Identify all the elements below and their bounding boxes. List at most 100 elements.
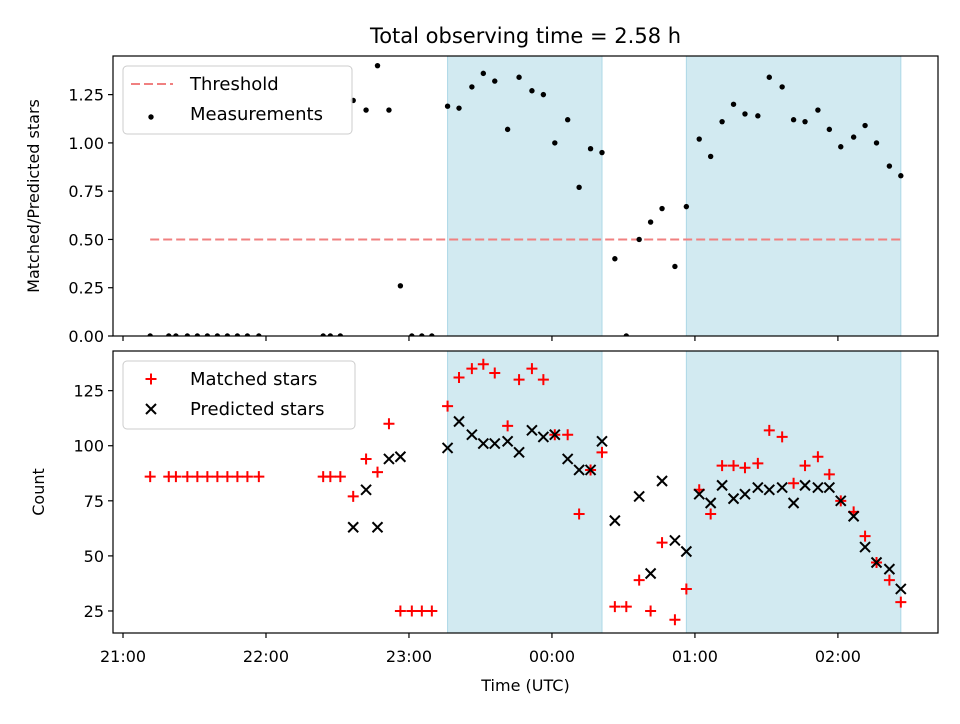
legend-predicted-swatch: [145, 403, 157, 415]
matched-star-point: [656, 537, 668, 549]
predicted-star-point: [716, 479, 728, 492]
predicted-star-point: [859, 541, 871, 553]
matched-star-point: [883, 574, 895, 586]
panel-data-layer: [147, 56, 904, 336]
measurement-point: [898, 173, 904, 179]
y-tick-label: 100: [73, 437, 104, 456]
matched-star-point: [253, 471, 265, 483]
matched-star-point: [347, 490, 359, 502]
measurement-point: [802, 118, 808, 125]
predicted-star-point: [763, 484, 775, 496]
predicted-star-point: [787, 497, 800, 509]
matched-star-point: [763, 424, 775, 436]
matched-star-point: [416, 605, 428, 617]
matched-star-point: [596, 446, 608, 458]
matched-star-point: [705, 508, 717, 520]
measurement-point: [374, 62, 381, 69]
measurement-point: [850, 134, 857, 140]
matched-star-point: [859, 530, 871, 542]
legend-label: Threshold: [189, 74, 279, 95]
predicted-star-point: [823, 481, 836, 494]
matched-star-point: [573, 508, 585, 520]
predicted-star-point: [513, 446, 525, 459]
measurement-point: [826, 126, 833, 133]
matched-star-point: [526, 363, 538, 375]
matched-star-point: [466, 363, 478, 375]
panel-ratio: 0.00 0.25 0.50 0.75 1.00 1.25 Matched/Predicte…: [24, 55, 939, 346]
predicted-star-point: [526, 424, 538, 437]
matched-star-point: [752, 457, 764, 469]
matched-star-point: [170, 471, 182, 483]
measurement-point: [469, 84, 475, 90]
y-axis-label: Matched/Predicted stars: [24, 99, 43, 293]
predicted-star-point: [394, 451, 407, 463]
predicted-star-point: [383, 453, 395, 465]
measurement-point: [599, 149, 605, 156]
measurement-point: [838, 144, 844, 150]
predicted-star-point: [847, 510, 860, 522]
matched-star-point: [776, 431, 788, 443]
measurement-point: [173, 333, 179, 336]
matched-star-point: [426, 605, 438, 617]
panel-counts: 25 50 75 100 125 21:00 22:00 23:00 00:00 01:00 02:…: [29, 350, 939, 666]
x-tick-label: 01:00: [672, 647, 718, 666]
legend-box: [122, 360, 356, 430]
predicted-star-point: [870, 556, 883, 569]
measurement-point: [409, 333, 415, 336]
measurement-point: [719, 118, 725, 125]
matched-star-point: [788, 477, 800, 489]
predicted-star-point: [561, 453, 574, 465]
matched-star-point: [394, 605, 406, 617]
y-tick-label: 0.50: [68, 230, 104, 249]
measurement-point: [429, 333, 435, 336]
measurement-point: [612, 256, 618, 262]
measurement-point: [862, 122, 868, 129]
predicted-star-point: [360, 484, 372, 496]
predicted-star-point: [752, 481, 764, 494]
matched-star-point: [201, 471, 213, 483]
predicted-star-point: [549, 429, 561, 441]
measurement-point: [224, 333, 231, 336]
legend-label: Matched stars: [190, 369, 317, 390]
measurement-point: [320, 333, 326, 336]
matched-star-point: [241, 471, 253, 483]
matched-star-point: [191, 471, 203, 483]
predicted-star-point: [644, 567, 657, 580]
measurement-point: [214, 333, 221, 336]
measurement-point: [647, 219, 654, 225]
panel-frame: [112, 55, 939, 337]
predicted-star-point: [727, 492, 740, 505]
matched-star-point: [231, 471, 243, 483]
matched-star-point: [728, 460, 740, 472]
matched-star-point: [453, 371, 465, 383]
y-tick-label: 50: [84, 547, 104, 566]
measurement-point: [815, 107, 821, 113]
matched-star-point: [489, 367, 501, 379]
measurement-point: [256, 333, 262, 336]
predicted-star-point: [633, 490, 645, 503]
measurement-point: [492, 78, 498, 84]
panel-data-layer: [144, 351, 907, 633]
measurement-point: [636, 236, 642, 243]
x-axis-label: Time (UTC): [480, 676, 569, 695]
observing-interval-shade: [447, 351, 603, 633]
measurement-point: [516, 74, 522, 80]
measurement-point: [552, 140, 558, 146]
legend-box: [122, 65, 353, 135]
predicted-star-point: [609, 514, 621, 527]
predicted-star-point: [704, 497, 717, 509]
predicted-star-point: [669, 534, 681, 547]
measurement-point: [742, 111, 748, 117]
matched-star-point: [562, 429, 574, 441]
predicted-star-point: [453, 415, 465, 428]
predicted-star-point: [656, 475, 668, 487]
measurement-point: [147, 333, 153, 336]
measurement-point: [419, 333, 425, 336]
measurement-point: [540, 91, 547, 98]
measurement-point: [696, 136, 702, 142]
matched-star-point: [669, 614, 681, 626]
measurement-point: [456, 105, 462, 111]
matched-star-point: [144, 471, 156, 483]
matched-star-point: [799, 460, 811, 472]
measurement-point: [327, 333, 334, 336]
